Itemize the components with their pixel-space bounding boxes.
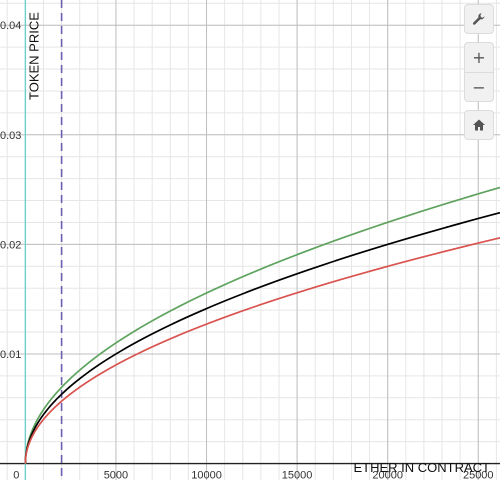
zoom-out-button[interactable]: − <box>464 72 494 102</box>
x-tick-label: 0 <box>13 470 19 480</box>
home-icon <box>473 119 485 131</box>
zoom-controls: + − <box>464 42 494 102</box>
graph-toolbar: + − <box>464 4 494 140</box>
x-tick-label: 10000 <box>191 470 222 480</box>
x-axis-title: ETHER IN CONTRACT <box>354 460 491 475</box>
series-line-0 <box>24 186 500 464</box>
x-tick-label: 20000 <box>372 470 403 480</box>
x-tick-label: 15000 <box>282 470 313 480</box>
y-tick-label: 0.01 <box>0 349 21 361</box>
default-viewport-button[interactable] <box>464 110 494 140</box>
zoom-in-button[interactable]: + <box>464 42 494 72</box>
y-tick-label: 0.02 <box>0 239 21 251</box>
y-axis-title: TOKEN PRICE <box>26 12 41 100</box>
wrench-icon <box>472 13 485 25</box>
tick-labels: 0 5000 10000 15000 20000 25000 0.01 0.02 0.03 0.0… <box>0 20 494 480</box>
graph-settings-button[interactable] <box>464 4 494 34</box>
x-tick-label: 25000 <box>463 470 494 480</box>
series-lines <box>24 186 500 464</box>
x-tick-label: 5000 <box>104 470 128 480</box>
y-tick-label: 0.04 <box>0 20 21 32</box>
series-line-2 <box>24 237 500 464</box>
y-tick-label: 0.03 <box>0 130 21 142</box>
series-line-1 <box>24 211 500 464</box>
